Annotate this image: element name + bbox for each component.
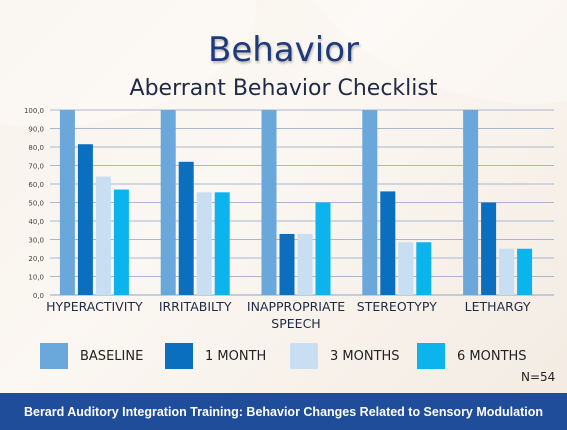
footer-text: Berard Auditory Integration Training: Be…	[23, 404, 544, 419]
y-tick-label: 70,0	[28, 163, 44, 171]
bar-1-month	[481, 202, 497, 295]
y-tick-label: 20,0	[28, 255, 44, 263]
legend-label: 1 MONTH	[205, 349, 267, 364]
x-tick-label: LETHARGY	[465, 299, 531, 314]
y-tick-label: 0,0	[33, 292, 44, 300]
sample-size-note: N=54	[521, 370, 556, 384]
bar-1-month	[178, 161, 194, 295]
footer-banner: Berard Auditory Integration Training: Be…	[0, 393, 567, 430]
bar-1-month	[380, 191, 396, 295]
x-tick-label: SPEECH	[271, 316, 320, 331]
bar-3-months	[95, 176, 111, 295]
bar-3-months	[398, 242, 414, 295]
bar-baseline	[463, 110, 479, 295]
y-tick-label: 50,0	[28, 200, 44, 208]
x-tick-label: HYPERACTIVITY	[46, 299, 143, 314]
bar-6-months	[214, 192, 230, 295]
slide-subtitle: Aberrant Behavior Checklist	[129, 76, 438, 101]
legend-swatch	[290, 343, 318, 369]
bar-baseline	[362, 110, 378, 295]
y-tick-label: 60,0	[28, 181, 44, 189]
bar-3-months	[196, 192, 212, 295]
legend-label: BASELINE	[80, 349, 144, 364]
y-tick-label: 80,0	[28, 144, 44, 152]
bar-3-months	[499, 248, 515, 295]
bar-6-months	[113, 189, 129, 295]
bar-1-month	[77, 144, 93, 295]
legend-label: 6 MONTHS	[457, 349, 527, 364]
bar-3-months	[297, 233, 313, 295]
y-tick-label: 10,0	[28, 274, 44, 282]
legend-label: 3 MONTHS	[330, 349, 400, 364]
bar-6-months	[517, 248, 533, 295]
y-tick-label: 30,0	[28, 237, 44, 245]
x-tick-label: STEREOTYPY	[357, 299, 437, 314]
legend-swatch	[165, 343, 193, 369]
bar-chart: 0,0 10,0 20,0 30,0 40,0 50,0 60,0 70,0 80,0 90,0 1…	[24, 107, 554, 331]
legend-swatch	[40, 343, 68, 369]
y-tick-label: 90,0	[28, 126, 44, 134]
slide-title: Behavior	[208, 30, 359, 70]
bar-baseline	[160, 110, 176, 295]
y-tick-label: 40,0	[28, 218, 44, 226]
bar-baseline	[59, 110, 75, 295]
legend-swatch	[417, 343, 445, 369]
x-tick-label: IRRITABILTY	[159, 299, 232, 314]
y-tick-label: 100,0	[24, 107, 44, 115]
bar-baseline	[261, 110, 277, 295]
bar-6-months	[416, 242, 432, 295]
bar-1-month	[279, 233, 295, 295]
bar-6-months	[315, 202, 331, 295]
x-tick-label: INAPPROPRIATE	[247, 299, 345, 314]
